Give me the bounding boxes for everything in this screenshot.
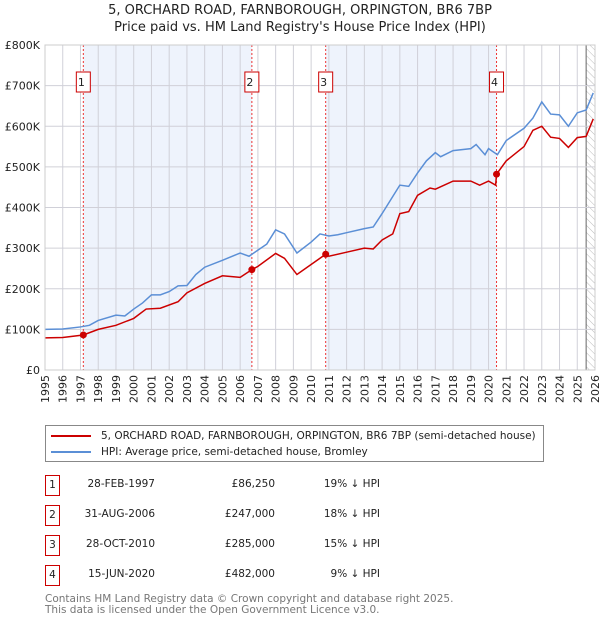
x-tick-label: 2000 xyxy=(128,375,141,403)
property-price-line xyxy=(44,118,594,339)
x-tick-label: 2022 xyxy=(518,375,531,403)
x-tick-label: 2001 xyxy=(145,375,158,403)
y-tick-label: £300K xyxy=(5,242,41,255)
x-tick-label: 1999 xyxy=(110,375,123,403)
sale-hpi-diff: 18% ↓ HPI xyxy=(323,508,380,520)
x-tick-label: 2024 xyxy=(554,375,567,403)
x-tick-label: 2018 xyxy=(447,375,460,403)
sale-price: £247,000 xyxy=(224,508,275,520)
x-tick-label: 2003 xyxy=(181,375,194,403)
sale-marker-box xyxy=(318,71,334,93)
legend-item-hpi: HPI: Average price, semi-detached house,… xyxy=(46,444,368,460)
sale-hpi-diff: 9% ↓ HPI xyxy=(330,568,380,580)
sale-marker-label: 2 xyxy=(246,76,253,89)
hpi-line xyxy=(44,92,594,331)
x-tick-label: 1996 xyxy=(57,375,70,403)
x-tick-label: 2020 xyxy=(483,375,496,403)
blue-line-swatch xyxy=(51,451,91,453)
y-tick-label: £400K xyxy=(5,202,41,215)
sale-price: £285,000 xyxy=(224,538,275,550)
x-tick-label: 2016 xyxy=(412,375,425,403)
y-tick-label: £100K xyxy=(5,323,41,336)
legend-item-property: 5, ORCHARD ROAD, FARNBOROUGH, ORPINGTON,… xyxy=(46,428,536,444)
sale-hpi-diff: 19% ↓ HPI xyxy=(323,478,380,490)
sale-point xyxy=(248,266,256,274)
sale-date: 28-OCT-2010 xyxy=(86,538,155,550)
x-tick-label: 2019 xyxy=(465,375,478,403)
x-tick-label: 2012 xyxy=(341,375,354,403)
sale-point xyxy=(322,250,330,258)
sale-number: 2 xyxy=(45,505,60,526)
legend: 5, ORCHARD ROAD, FARNBOROUGH, ORPINGTON,… xyxy=(45,425,544,462)
chart-subtitle: Price paid vs. HM Land Registry's House … xyxy=(114,20,486,35)
footer: Contains HM Land Registry data © Crown c… xyxy=(45,594,453,616)
sale-date: 15-JUN-2020 xyxy=(88,568,155,580)
x-tick-label: 2015 xyxy=(394,375,407,403)
x-tick-label: 2007 xyxy=(252,375,265,403)
sale-number: 3 xyxy=(45,535,60,556)
x-tick-label: 2005 xyxy=(216,375,229,403)
sale-number: 4 xyxy=(45,565,60,586)
y-tick-label: £0 xyxy=(26,364,40,377)
sale-marker-label: 3 xyxy=(320,76,327,89)
x-tick-label: 2011 xyxy=(323,375,336,403)
x-tick-label: 1997 xyxy=(74,375,87,403)
sale-point xyxy=(79,331,87,339)
y-tick-label: £200K xyxy=(5,283,41,296)
x-tick-label: 2026 xyxy=(589,375,600,403)
footer-licence: This data is licensed under the Open Gov… xyxy=(45,604,380,616)
x-tick-label: 2008 xyxy=(270,375,283,403)
x-tick-label: 2010 xyxy=(305,375,318,403)
plot-border xyxy=(44,44,596,371)
sale-marker-label: 4 xyxy=(491,76,498,89)
x-tick-label: 2009 xyxy=(287,375,300,403)
sale-date: 31-AUG-2006 xyxy=(84,508,155,520)
x-tick-label: 2004 xyxy=(199,375,212,403)
y-tick-label: £800K xyxy=(5,39,41,52)
x-tick-label: 2006 xyxy=(234,375,247,403)
x-tick-label: 2021 xyxy=(500,375,513,403)
sale-marker-box xyxy=(489,71,505,93)
sale-marker-box xyxy=(244,71,260,93)
sale-marker-label: 1 xyxy=(78,76,85,89)
sale-hpi-diff: 15% ↓ HPI xyxy=(323,538,380,550)
x-tick-label: 1998 xyxy=(92,375,105,403)
y-tick-label: £600K xyxy=(5,120,41,133)
x-tick-label: 1995 xyxy=(39,375,52,403)
x-tick-label: 2023 xyxy=(536,375,549,403)
sale-price: £482,000 xyxy=(224,568,275,580)
x-tick-label: 2014 xyxy=(376,375,389,403)
sale-date: 28-FEB-1997 xyxy=(87,478,155,490)
y-tick-label: £500K xyxy=(5,161,41,174)
chart-title: 5, ORCHARD ROAD, FARNBOROUGH, ORPINGTON,… xyxy=(108,3,492,18)
red-line-swatch xyxy=(51,435,91,437)
x-tick-label: 2017 xyxy=(429,375,442,403)
footer-copyright: Contains HM Land Registry data © Crown c… xyxy=(45,593,454,605)
legend-label-hpi: HPI: Average price, semi-detached house,… xyxy=(101,446,368,458)
sale-price: £86,250 xyxy=(231,478,275,490)
sale-marker-box xyxy=(75,71,91,93)
legend-label-property: 5, ORCHARD ROAD, FARNBOROUGH, ORPINGTON,… xyxy=(101,430,536,442)
x-tick-label: 2025 xyxy=(571,375,584,403)
x-tick-label: 2002 xyxy=(163,375,176,403)
y-tick-label: £700K xyxy=(5,80,41,93)
sale-point xyxy=(493,170,501,178)
sale-number: 1 xyxy=(45,475,60,496)
x-tick-label: 2013 xyxy=(358,375,371,403)
price-chart: 1995 1996 1997 1998 1999 2000 2001 2002 2003 2004… xyxy=(5,39,600,403)
